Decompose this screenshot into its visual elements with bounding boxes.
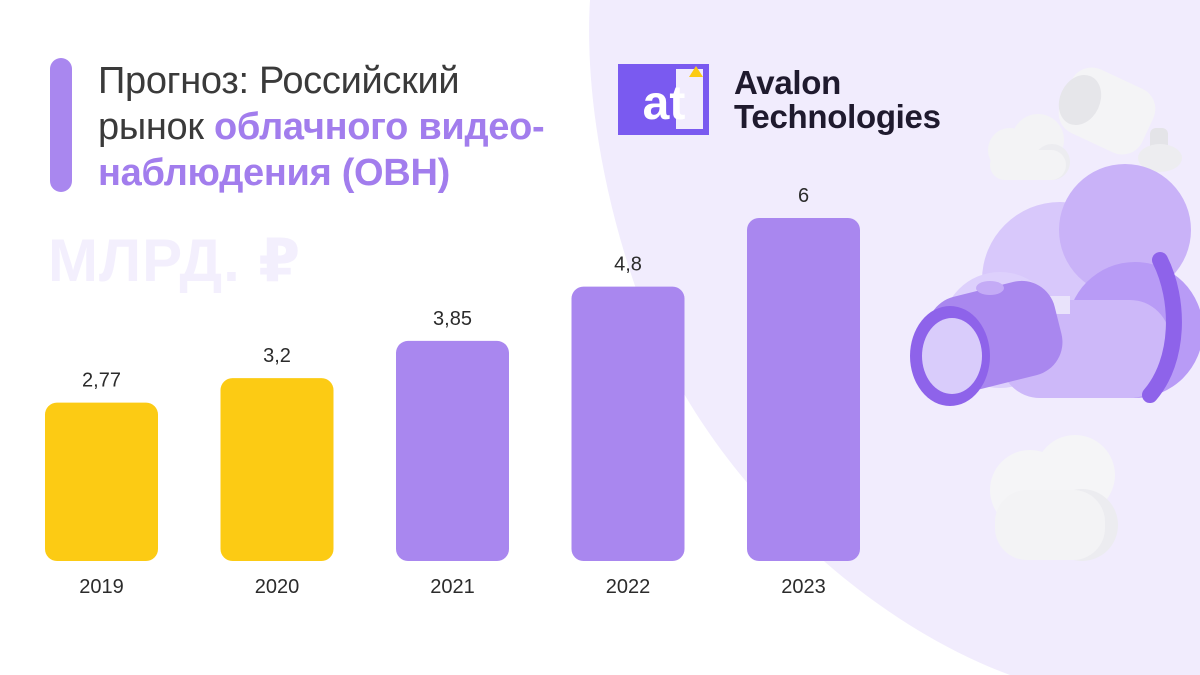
value-label-2023: 6	[798, 185, 809, 207]
logo-mark-text: at	[643, 77, 686, 130]
title-accent-bar	[50, 58, 72, 192]
bar-2019	[45, 402, 158, 561]
cloud-icon	[988, 114, 1070, 180]
value-label-2019: 2,77	[82, 370, 121, 392]
white-cloud-icon	[990, 435, 1118, 561]
bar-2022	[571, 286, 685, 561]
bar-2020	[220, 378, 334, 561]
title-highlight: облачного видео-наблюдения (ОВН)	[98, 106, 545, 194]
category-label-2019: 2019	[79, 576, 124, 598]
category-label-2023: 2023	[781, 576, 826, 598]
unit-label: МЛРД. ₽	[48, 227, 302, 294]
bar-2023	[747, 218, 860, 561]
brand-name: Avalon Technologies	[734, 66, 941, 134]
title-plain: Прогноз: Российский рынок	[98, 60, 460, 148]
small-camera-icon	[1058, 67, 1182, 172]
value-label-2021: 3,85	[433, 308, 472, 330]
logo-mark-icon: at	[617, 63, 709, 135]
value-label-2022: 4,8	[614, 254, 642, 276]
category-label-2021: 2021	[430, 576, 475, 598]
value-label-2020: 3,2	[263, 345, 291, 367]
category-label-2022: 2022	[606, 576, 651, 598]
brand-logo: at	[617, 63, 714, 141]
brand-name-line2: Technologies	[734, 98, 941, 135]
security-camera-icon	[910, 280, 1070, 406]
page-title: Прогноз: Российский рынок облачного виде…	[98, 58, 568, 196]
bar-2021	[396, 340, 509, 561]
category-label-2020: 2020	[255, 576, 300, 598]
brand-name-line1: Avalon	[734, 64, 841, 101]
